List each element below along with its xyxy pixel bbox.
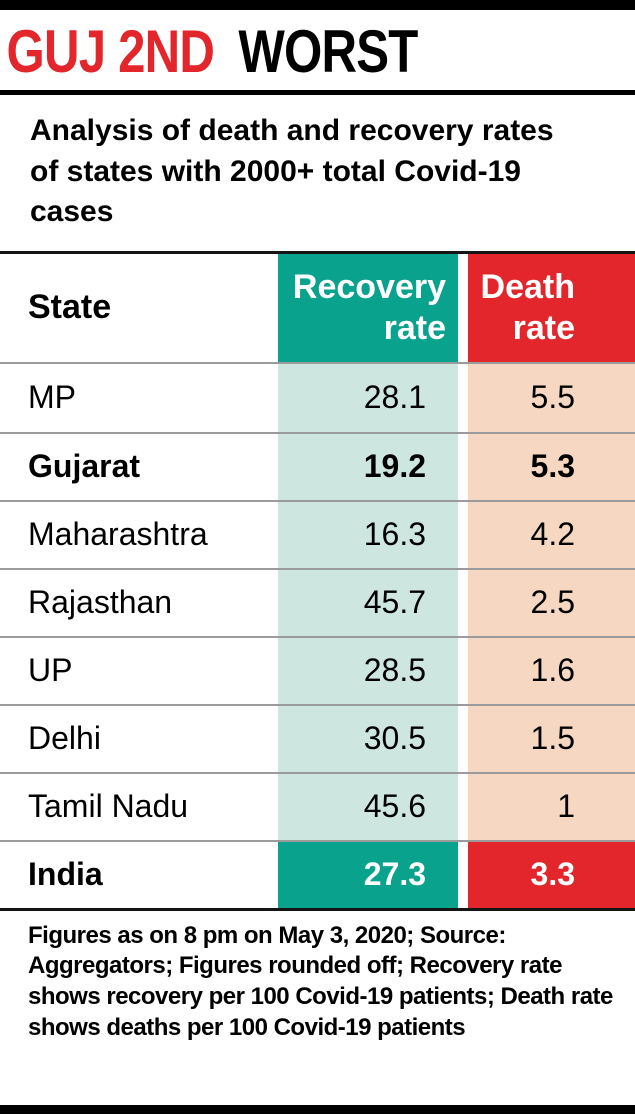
- recovery-rate-cell: 45.6: [278, 773, 458, 840]
- recovery-rate-cell: 16.3: [278, 501, 458, 568]
- bottom-bar: [0, 1105, 635, 1114]
- death-rate-cell: 4.2: [468, 501, 635, 568]
- recovery-rate-column-header: Recovery rate: [278, 253, 458, 362]
- recovery-rate-cell: 45.7: [278, 569, 458, 636]
- table-row: India 27.3 3.3: [0, 839, 635, 908]
- table-row: Rajasthan 45.7 2.5: [0, 567, 635, 636]
- table-row: UP 28.5 1.6: [0, 635, 635, 704]
- state-cell: Maharashtra: [28, 516, 208, 552]
- column-gap: [458, 637, 468, 704]
- page-title: GUJ 2ND WORST: [0, 10, 521, 90]
- data-table: State Recovery rate Death rate MP 28.1 5…: [0, 250, 635, 908]
- recovery-rate-cell: 28.1: [278, 363, 458, 432]
- title-divider: [0, 90, 635, 95]
- state-cell: Tamil Nadu: [28, 788, 189, 824]
- death-rate-column-header: Death rate: [468, 253, 635, 362]
- death-rate-cell: 1.5: [468, 705, 635, 772]
- state-column-header: State: [28, 288, 112, 326]
- column-gap: [458, 363, 468, 432]
- table-row: Gujarat 19.2 5.3: [0, 431, 635, 500]
- state-cell: Gujarat: [28, 448, 141, 484]
- subtitle: Analysis of death and recovery rates of …: [30, 114, 554, 228]
- column-gap: [458, 705, 468, 772]
- state-cell: Delhi: [28, 720, 101, 756]
- table-row: Tamil Nadu 45.6 1: [0, 771, 635, 840]
- title-red-segment: GUJ 2ND: [6, 18, 215, 85]
- column-gap: [458, 253, 468, 362]
- state-cell: Rajasthan: [28, 584, 173, 620]
- top-bar: [0, 0, 635, 10]
- state-cell: UP: [28, 652, 73, 688]
- table-header-row: State Recovery rate Death rate: [0, 253, 635, 364]
- death-rate-cell: 1.6: [468, 637, 635, 704]
- table-row: MP 28.1 5.5: [0, 363, 635, 432]
- column-gap: [458, 841, 468, 908]
- death-rate-cell: 5.5: [468, 363, 635, 432]
- death-rate-cell: 2.5: [468, 569, 635, 636]
- state-cell: India: [28, 856, 103, 892]
- death-rate-cell: 5.3: [468, 433, 635, 500]
- column-gap: [458, 433, 468, 500]
- column-gap: [458, 773, 468, 840]
- table-row: Maharashtra 16.3 4.2: [0, 499, 635, 568]
- state-cell: MP: [28, 379, 76, 415]
- table-body: MP 28.1 5.5 Gujarat 19.2 5.3 Maharashtra…: [0, 363, 635, 908]
- title-black-segment: WORST: [238, 18, 418, 85]
- recovery-rate-cell: 19.2: [278, 433, 458, 500]
- column-gap: [458, 501, 468, 568]
- death-rate-cell: 1: [468, 773, 635, 840]
- recovery-rate-cell: 30.5: [278, 705, 458, 772]
- table-row: Delhi 30.5 1.5: [0, 703, 635, 772]
- column-gap: [458, 569, 468, 636]
- recovery-rate-cell: 27.3: [278, 841, 458, 908]
- death-rate-cell: 3.3: [468, 841, 635, 908]
- recovery-rate-cell: 28.5: [278, 637, 458, 704]
- footnote: Figures as on 8 pm on May 3, 2020; Sourc…: [0, 907, 635, 1052]
